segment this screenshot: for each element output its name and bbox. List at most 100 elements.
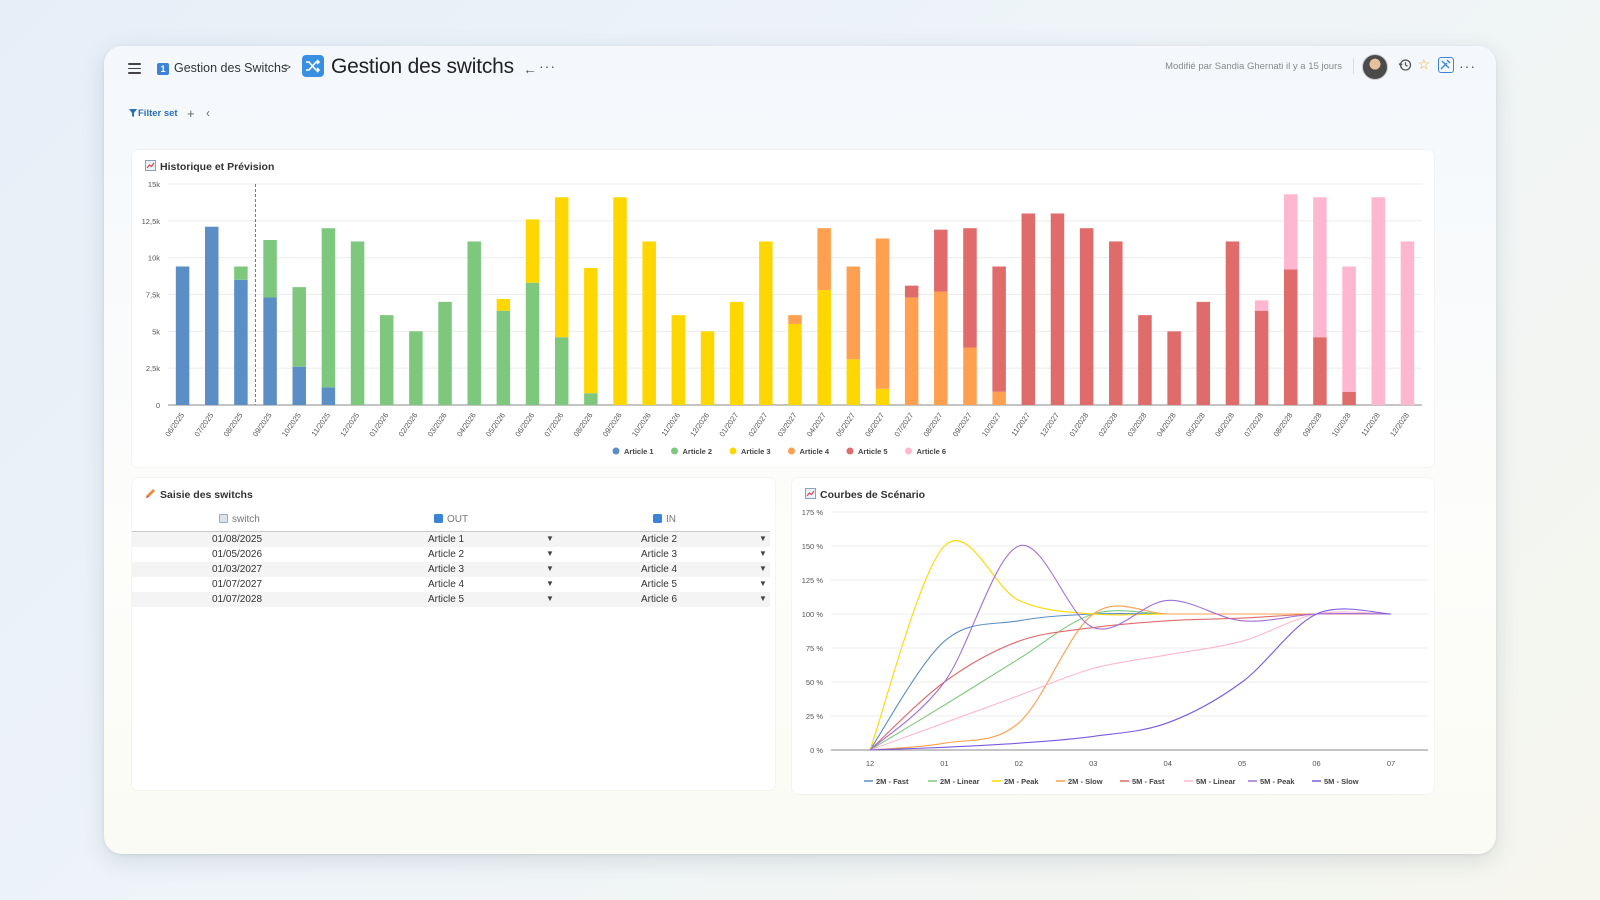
- dropdown-arrow-icon[interactable]: ▼: [546, 579, 554, 588]
- filter-icon: [129, 109, 137, 117]
- bar-segment: [234, 266, 248, 280]
- history-forecast-card: Historique et Prévision 0 2,5k 5k 7,5k 10k 12…: [132, 150, 1434, 467]
- breadcrumb-badge: 1: [157, 63, 169, 75]
- switch-date-cell[interactable]: 01/07/2028: [212, 594, 263, 605]
- dropdown-arrow-icon[interactable]: ▼: [759, 594, 767, 603]
- collapse-filter-icon[interactable]: ‹: [206, 106, 210, 120]
- out-cell[interactable]: Article 2: [428, 549, 465, 560]
- dropdown-arrow-icon[interactable]: ▼: [546, 534, 554, 543]
- x-tick-label: 02/2026: [397, 411, 420, 438]
- column-header-out[interactable]: OUT: [434, 514, 468, 525]
- switch-date-cell[interactable]: 01/03/2027: [212, 564, 263, 575]
- x-tick-label: 10/2026: [630, 411, 653, 438]
- in-cell[interactable]: Article 2: [641, 534, 678, 545]
- out-cell[interactable]: Article 4: [428, 579, 465, 590]
- bar-segment: [525, 282, 540, 405]
- x-tick-label: 10/2028: [1330, 411, 1353, 438]
- in-cell[interactable]: Article 5: [641, 579, 678, 590]
- x-tick-label: 01/2028: [1067, 411, 1090, 438]
- legend-label: 2M - Peak: [1004, 777, 1039, 786]
- dropdown-arrow-icon[interactable]: ▼: [759, 549, 767, 558]
- avatar[interactable]: [1362, 54, 1388, 80]
- bar-segment: [992, 391, 1006, 405]
- dropdown-arrow-icon[interactable]: ▼: [759, 579, 767, 588]
- table-row[interactable]: 01/08/2025 Article 1 ▼ Article 2 ▼: [132, 532, 770, 547]
- table-row[interactable]: 01/07/2028 Article 5 ▼ Article 6 ▼: [132, 592, 770, 607]
- table-row[interactable]: 01/07/2027 Article 4 ▼ Article 5 ▼: [132, 577, 770, 592]
- x-tick-label: 11/2026: [659, 411, 682, 438]
- x-tick-label: 07/2028: [1242, 411, 1265, 438]
- out-cell[interactable]: Article 5: [428, 594, 465, 605]
- bar-segment: [700, 331, 715, 405]
- card-title: Courbes de Scénario: [805, 488, 925, 501]
- x-tick-label: 12/2026: [688, 411, 711, 438]
- out-cell[interactable]: Article 1: [428, 534, 465, 545]
- title-more-icon[interactable]: ···: [539, 58, 556, 74]
- dropdown-arrow-icon[interactable]: ▼: [546, 549, 554, 558]
- x-tick-label: 04: [1164, 759, 1172, 768]
- legend-label: 5M - Peak: [1260, 777, 1295, 786]
- table-row[interactable]: 01/05/2026 Article 2 ▼ Article 3 ▼: [132, 547, 770, 562]
- column-header-in[interactable]: IN: [653, 514, 676, 525]
- in-cell[interactable]: Article 3: [641, 549, 678, 560]
- bar-segment: [175, 266, 190, 405]
- add-filter-icon[interactable]: +: [187, 106, 195, 121]
- back-arrow-icon[interactable]: ←: [523, 61, 537, 77]
- switch-date-cell[interactable]: 01/05/2026: [212, 549, 263, 560]
- x-tick-label: 06/2027: [863, 411, 886, 438]
- bar-segment: [934, 229, 948, 292]
- more-icon[interactable]: ···: [1459, 58, 1476, 74]
- legend-label: 5M - Fast: [1132, 777, 1165, 786]
- tools-icon[interactable]: [1438, 57, 1454, 73]
- x-tick-label: 08/2025: [222, 411, 245, 438]
- x-tick-label: 03: [1089, 759, 1097, 768]
- column-header-switch[interactable]: switch: [219, 514, 260, 525]
- in-cell[interactable]: Article 6: [641, 594, 678, 605]
- menu-icon[interactable]: [128, 63, 141, 74]
- breadcrumb-separator: >: [284, 60, 292, 74]
- legend-label: 5M - Slow: [1324, 777, 1359, 786]
- bar-segment: [846, 266, 861, 360]
- x-tick-label: 07/2026: [542, 411, 565, 438]
- filter-set-button[interactable]: Filter set: [138, 108, 178, 119]
- bar-segment: [263, 239, 277, 298]
- x-tick-label: 06/2026: [513, 411, 536, 438]
- y-tick-label: 25 %: [806, 712, 823, 721]
- dropdown-arrow-icon[interactable]: ▼: [546, 594, 554, 603]
- table-row[interactable]: 01/03/2027 Article 3 ▼ Article 4 ▼: [132, 562, 770, 577]
- dropdown-arrow-icon[interactable]: ▼: [546, 564, 554, 573]
- x-tick-label: 05/2028: [1184, 411, 1207, 438]
- switch-entry-card: Saisie des switchs switch OUT IN 01/08/2…: [132, 478, 775, 790]
- switch-table: switch OUT IN 01/08/2025 Article 1 ▼ Articl…: [132, 508, 770, 607]
- legend-marker: [905, 447, 912, 455]
- y-tick-label: 0 %: [810, 746, 823, 755]
- legend-marker: [846, 447, 854, 455]
- y-tick-label: 5k: [152, 327, 160, 336]
- bar-segment: [759, 241, 773, 405]
- out-cell[interactable]: Article 3: [428, 564, 465, 575]
- bar-segment: [263, 297, 277, 405]
- history-icon[interactable]: [1398, 58, 1412, 72]
- star-icon[interactable]: ☆: [1417, 56, 1430, 72]
- divider: [1353, 58, 1354, 74]
- bar-segment: [438, 301, 452, 405]
- scenario-line-chart: 0 % 25 % 50 % 75 % 100 % 125 % 150 % 175 % 12 01 0…: [802, 508, 1428, 786]
- bar-segment: [1371, 197, 1386, 405]
- card-title: Saisie des switchs: [145, 488, 253, 501]
- bar-segment: [934, 291, 948, 405]
- bar-segment: [1050, 213, 1065, 405]
- app-window: 1 Gestion des Switchs > Gestion des swit…: [104, 46, 1496, 854]
- legend-marker: [729, 447, 737, 455]
- dropdown-arrow-icon[interactable]: ▼: [759, 564, 767, 573]
- dropdown-arrow-icon[interactable]: ▼: [759, 534, 767, 543]
- breadcrumb[interactable]: Gestion des Switchs: [174, 61, 288, 75]
- y-tick-label: 0: [156, 401, 160, 410]
- bar-segment: [817, 228, 831, 291]
- switch-date-cell[interactable]: 01/07/2027: [212, 579, 263, 590]
- x-tick-label: 11/2028: [1359, 411, 1382, 438]
- bar-segment: [321, 387, 336, 405]
- switch-date-cell[interactable]: 01/08/2025: [212, 534, 263, 545]
- arrow-down-icon: [434, 514, 443, 523]
- in-cell[interactable]: Article 4: [641, 564, 678, 575]
- x-tick-label: 02: [1015, 759, 1023, 768]
